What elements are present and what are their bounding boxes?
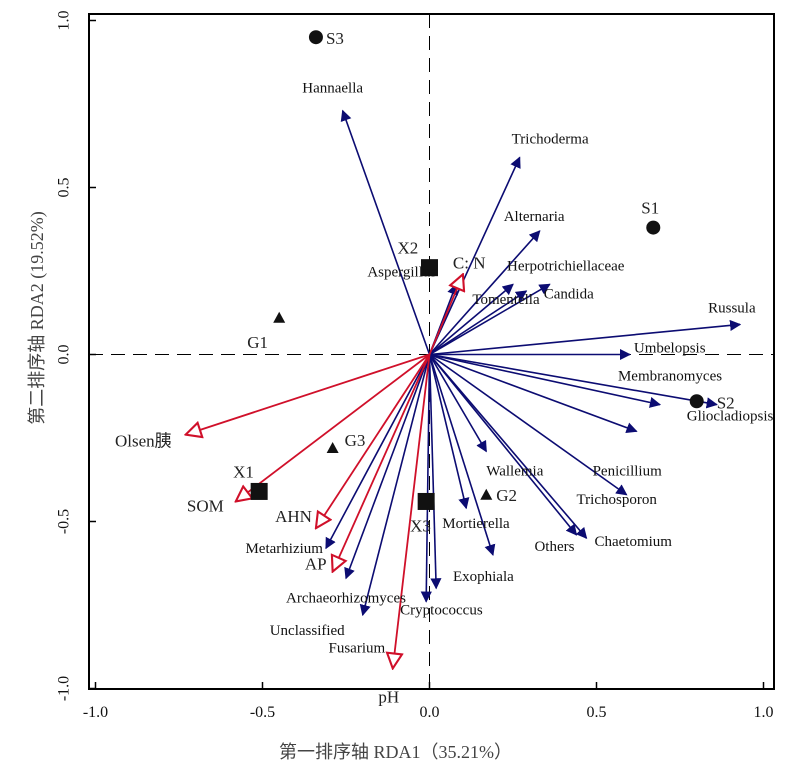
- species-label: Fusarium: [328, 641, 385, 657]
- species-arrow: [428, 283, 514, 356]
- species-label: Tomentella: [472, 292, 540, 308]
- species-label: Exophiala: [453, 569, 514, 585]
- env-arrow: [428, 274, 463, 355]
- sample-label: S3: [326, 29, 344, 48]
- labels: Hannaella Trichoderma Alternaria Herpotrich…: [115, 29, 774, 706]
- y-axis-label: 第二排序轴 RDA2 (19.52%): [27, 211, 47, 425]
- plot-frame: [88, 13, 775, 690]
- sample-label: X2: [398, 239, 419, 258]
- x-tick-label: -1.0: [83, 704, 108, 721]
- sample-point-square: [250, 482, 268, 500]
- species-label: Candida: [544, 286, 594, 302]
- env-label: Olsen胰: [115, 432, 172, 451]
- sample-label: S2: [717, 393, 735, 412]
- species-label: Trichosporon: [577, 492, 658, 508]
- env-label: AP: [305, 555, 327, 574]
- species-label: Wallemia: [486, 463, 543, 479]
- species-arrows: [325, 109, 742, 617]
- species-label: Herpotrichiellaceae: [507, 258, 625, 274]
- species-label: Gliocladiopsis: [687, 409, 774, 425]
- species-label: Umbelopsis: [634, 341, 706, 357]
- env-arrows: [186, 274, 463, 668]
- sample-label: G1: [247, 333, 268, 352]
- sample-label: X3: [410, 516, 431, 535]
- y-tick-label: 1.0: [56, 11, 73, 31]
- env-label: SOM: [187, 496, 224, 515]
- x-tick-label: 0.0: [420, 704, 440, 721]
- species-label: Membranomyces: [618, 369, 722, 385]
- species-arrow: [428, 353, 578, 536]
- env-label: pH: [378, 687, 399, 706]
- sample-point-circle: [689, 394, 704, 409]
- env-arrow: [333, 354, 431, 572]
- sample-point-triangle: [480, 488, 493, 500]
- species-label: Mortierella: [442, 516, 510, 532]
- species-label: Chaetomium: [594, 534, 672, 550]
- species-arrow: [428, 354, 487, 453]
- species-arrow: [429, 353, 718, 409]
- env-arrow: [316, 354, 431, 529]
- sample-label: G2: [496, 486, 517, 505]
- species-label: Penicillium: [593, 463, 662, 479]
- sample-point-triangle: [326, 442, 339, 454]
- species-arrow: [429, 283, 551, 356]
- species-arrow: [428, 156, 521, 355]
- species-label: Others: [534, 539, 574, 555]
- species-label: Aspergillus: [367, 264, 436, 280]
- sample-point-square: [421, 259, 438, 277]
- species-arrow: [420, 354, 432, 603]
- sample-points: [250, 30, 704, 510]
- y-tick-label: 0.0: [56, 345, 73, 365]
- species-arrow: [428, 354, 496, 556]
- species-arrow: [429, 353, 638, 434]
- sample-label: S1: [641, 199, 659, 218]
- sample-point-circle: [308, 30, 323, 45]
- x-tick-label: 0.5: [587, 704, 607, 721]
- species-label: Trichoderma: [512, 131, 589, 147]
- x-tick-label: -0.5: [250, 704, 275, 721]
- y-tick-label: 0.5: [56, 178, 73, 198]
- axes-layer: -1.0 -1.0 -0.5 -0.5 0.0 0.0 0.5 0.5 1.0 1.0: [56, 11, 775, 721]
- env-label: AHN: [275, 507, 312, 526]
- sample-point-triangle: [273, 311, 286, 323]
- env-arrow: [186, 353, 430, 435]
- species-arrow: [359, 354, 431, 617]
- sample-label: X1: [233, 462, 254, 481]
- y-tick-label: -1.0: [56, 676, 73, 701]
- species-arrow: [429, 353, 628, 496]
- species-label: Russula: [708, 300, 756, 316]
- species-arrow: [428, 354, 470, 510]
- x-tick-label: 1.0: [754, 704, 774, 721]
- species-arrow: [429, 290, 528, 356]
- species-label: Metarhizium: [245, 541, 323, 557]
- species-arrow: [428, 354, 442, 590]
- species-arrow: [429, 353, 662, 408]
- x-axis-label: 第一排序轴 RDA1（35.21%）: [279, 742, 512, 762]
- env-arrow: [393, 354, 431, 669]
- species-arrow: [325, 354, 431, 550]
- species-arrow: [340, 109, 431, 355]
- species-label: Hannaella: [302, 81, 363, 97]
- env-label: C: N: [453, 253, 486, 272]
- species-label: Alternaria: [504, 209, 565, 225]
- species-arrow: [428, 353, 588, 540]
- species-arrow: [428, 230, 541, 356]
- sample-point-circle: [646, 220, 661, 235]
- species-arrow: [344, 354, 431, 580]
- species-arrow: [429, 319, 742, 356]
- species-label: Archaeorhizomyces: [286, 590, 406, 606]
- sample-point-square: [417, 492, 435, 510]
- sample-label: G3: [345, 431, 366, 450]
- env-arrow: [236, 353, 431, 502]
- y-tick-label: -0.5: [56, 509, 73, 534]
- species-label: Unclassified: [270, 623, 345, 639]
- species-label: Cryptococcus: [400, 602, 483, 618]
